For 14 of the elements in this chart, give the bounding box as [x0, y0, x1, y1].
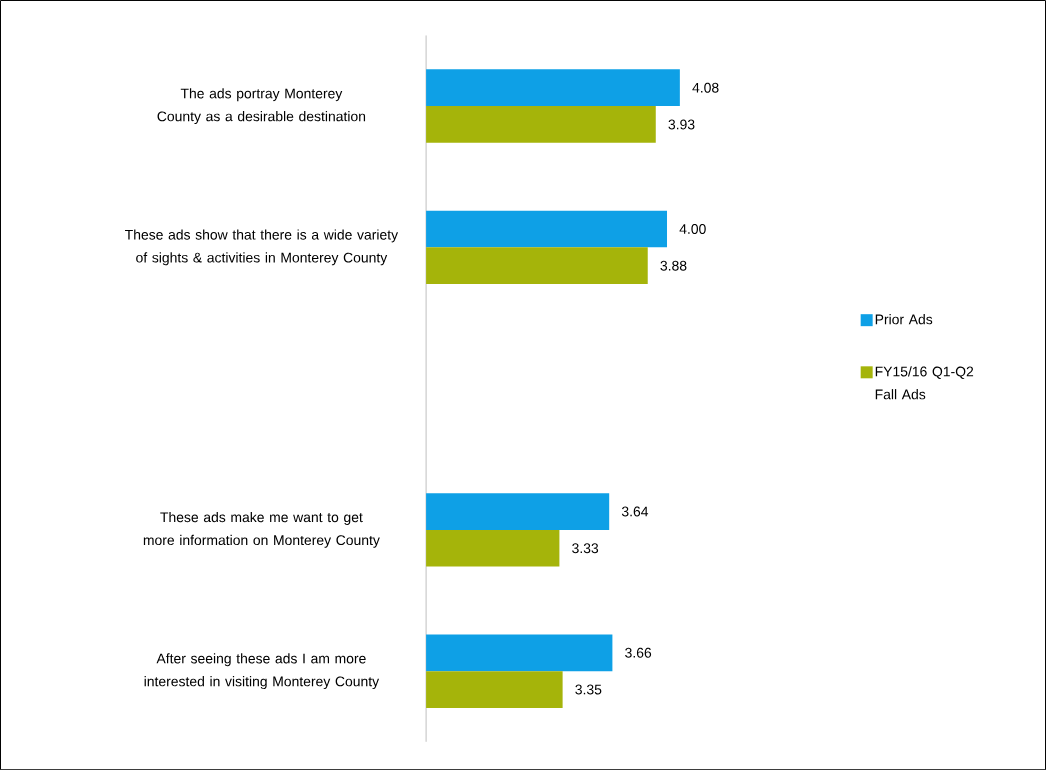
- legend-label: Prior Ads: [875, 313, 933, 325]
- data-label: 3.66: [625, 647, 652, 658]
- y-tick-label: These ads make me want to get more information on Monterey County: [143, 511, 380, 548]
- data-label: 3.64: [621, 506, 649, 517]
- data-label: 4.08: [692, 82, 719, 93]
- legend-label: FY15/16 Q1-Q2 Fall Ads: [875, 366, 974, 400]
- data-label: 3.35: [575, 684, 602, 695]
- y-tick-label: These ads show that there is a wide variety of sights & activities in Monterey County: [125, 229, 399, 266]
- data-label: 3.88: [660, 260, 687, 271]
- data-label: 3.93: [668, 119, 695, 130]
- data-label: 3.33: [572, 543, 599, 554]
- data-label: 4.00: [679, 223, 706, 234]
- y-tick-label: After seeing these ads I am more interested in visiting Monterey County: [144, 653, 380, 689]
- y-tick-label: The ads portray Monterey County as a desirable destination: [157, 88, 366, 124]
